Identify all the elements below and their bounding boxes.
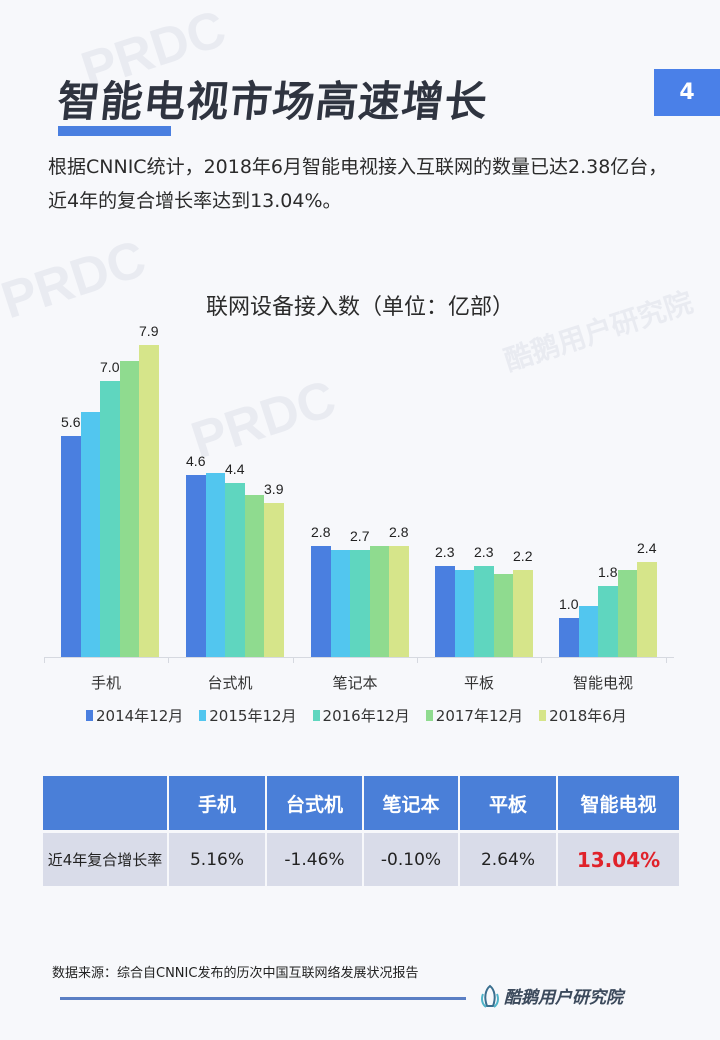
data-source-note: 数据来源：综合自CNNIC发布的历次中国互联网络发展状况报告 — [52, 966, 419, 981]
bar — [513, 570, 533, 657]
legend-label: 2017年12月 — [435, 707, 524, 725]
table-row-label: 近4年复合增长率 — [43, 831, 169, 886]
table-header-cell: 手机 — [168, 776, 267, 833]
brand-name: 酷鹅用户研究院 — [504, 988, 623, 1008]
bar — [435, 566, 455, 657]
bar-value-label: 7.9 — [139, 322, 159, 339]
bar — [100, 380, 120, 657]
chart-title: 联网设备接入数（单位：亿部） — [205, 295, 514, 320]
bar — [61, 435, 81, 657]
table-header-cell — [43, 776, 169, 833]
bar — [311, 546, 331, 657]
x-axis-tick — [666, 657, 667, 663]
legend-swatch-icon — [86, 710, 93, 721]
bar-value-label: 2.7 — [350, 528, 370, 545]
bar-value-label: 5.6 — [61, 413, 81, 430]
bar-value-label: 4.4 — [225, 461, 245, 478]
legend-item: 2017年12月 — [425, 705, 524, 726]
table-row: 近4年复合增长率 5.16% -1.46% -0.10% 2.64% 13.04… — [43, 831, 681, 886]
footer-divider — [60, 997, 466, 1000]
legend-swatch-icon — [312, 710, 320, 721]
bar-chart: 5.6 7.0 7.9 4.6 4.4 3.9 2.8 2.7 2.8 2.3 2.3 2.2 1.0 1… — [44, 323, 674, 663]
table-cell: -1.46% — [266, 831, 364, 886]
legend-item: 2018年6月 — [539, 705, 627, 726]
x-axis-category-label: 平板 — [463, 674, 494, 692]
bar-value-label: 1.8 — [598, 563, 618, 580]
bar — [244, 495, 264, 657]
bar — [205, 473, 225, 657]
legend-label: 2015年12月 — [209, 707, 297, 725]
bar — [80, 412, 100, 657]
cagr-table: 手机 台式机 笔记本 平板 智能电视 近4年复合增长率 5.16% -1.46%… — [43, 776, 681, 886]
x-axis-line — [44, 657, 674, 658]
x-axis-tick — [44, 657, 45, 663]
legend-item: 2015年12月 — [199, 705, 297, 726]
bar — [330, 550, 350, 657]
bar — [225, 483, 245, 657]
x-axis-tick — [417, 657, 418, 663]
bar — [369, 546, 389, 657]
bar-value-label: 2.8 — [389, 524, 409, 541]
bar — [264, 502, 284, 657]
bar-value-label: 7.0 — [100, 358, 120, 375]
bar-value-label: 2.3 — [435, 544, 455, 561]
chart-legend: 2014年12月 2015年12月 2016年12月 2017年12月 2018年6月 — [86, 705, 627, 726]
page-number-badge: 4 — [654, 69, 720, 116]
legend-swatch-icon — [199, 710, 207, 721]
legend-label: 2014年12月 — [96, 707, 184, 725]
bar — [350, 550, 370, 657]
legend-item: 2016年12月 — [312, 705, 410, 726]
bar — [637, 562, 657, 657]
page-title: 智能电视市场高速增长 — [55, 77, 491, 126]
table-header-cell: 智能电视 — [557, 776, 681, 833]
x-axis-tick — [168, 657, 169, 663]
legend-swatch-icon — [539, 710, 547, 721]
x-axis-category-label: 笔记本 — [332, 674, 378, 692]
bar — [139, 344, 159, 657]
bar — [559, 617, 579, 657]
x-axis-tick — [293, 657, 294, 663]
table-cell: -0.10% — [363, 831, 460, 886]
x-axis-tick — [541, 657, 542, 663]
bar — [186, 475, 206, 657]
intro-paragraph: 根据CNNIC统计，2018年6月智能电视接入互联网的数量已达2.38亿台，近4… — [48, 156, 668, 212]
x-axis-category-label: 手机 — [90, 674, 121, 692]
table-header-cell: 台式机 — [266, 776, 364, 833]
penguin-logo-icon — [481, 984, 499, 1008]
legend-label: 2016年12月 — [322, 707, 410, 725]
table-cell: 2.64% — [459, 831, 558, 886]
bar-value-label: 2.2 — [513, 548, 533, 565]
table-header-cell: 笔记本 — [363, 776, 460, 833]
table-header-row: 手机 台式机 笔记本 平板 智能电视 — [43, 776, 681, 833]
bar — [119, 360, 139, 657]
table-cell-highlight: 13.04% — [557, 831, 681, 886]
bar-value-label: 1.0 — [559, 595, 579, 612]
bar-value-label: 2.3 — [474, 544, 494, 561]
legend-item: 2014年12月 — [86, 705, 183, 726]
x-axis-category-label: 台式机 — [207, 674, 253, 692]
brand-logo: 酷鹅用户研究院 — [480, 983, 623, 1008]
table-cell: 5.16% — [168, 831, 267, 886]
bar-value-label: 3.9 — [264, 480, 284, 497]
bar — [578, 605, 598, 657]
bar — [474, 566, 494, 657]
bar — [389, 546, 409, 657]
table-header-cell: 平板 — [459, 776, 558, 833]
bar — [454, 570, 474, 657]
bar-value-label: 2.8 — [311, 524, 331, 541]
bar-value-label: 4.6 — [186, 453, 206, 470]
bar — [493, 574, 513, 657]
title-underline — [58, 126, 171, 136]
legend-label: 2018年6月 — [549, 707, 627, 725]
bar — [617, 570, 637, 657]
bar — [598, 585, 618, 657]
legend-swatch-icon — [425, 710, 433, 721]
x-axis-category-label: 智能电视 — [572, 674, 633, 692]
bar-value-label: 2.4 — [637, 540, 657, 557]
